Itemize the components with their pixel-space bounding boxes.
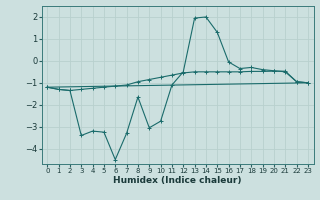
X-axis label: Humidex (Indice chaleur): Humidex (Indice chaleur)	[113, 176, 242, 185]
